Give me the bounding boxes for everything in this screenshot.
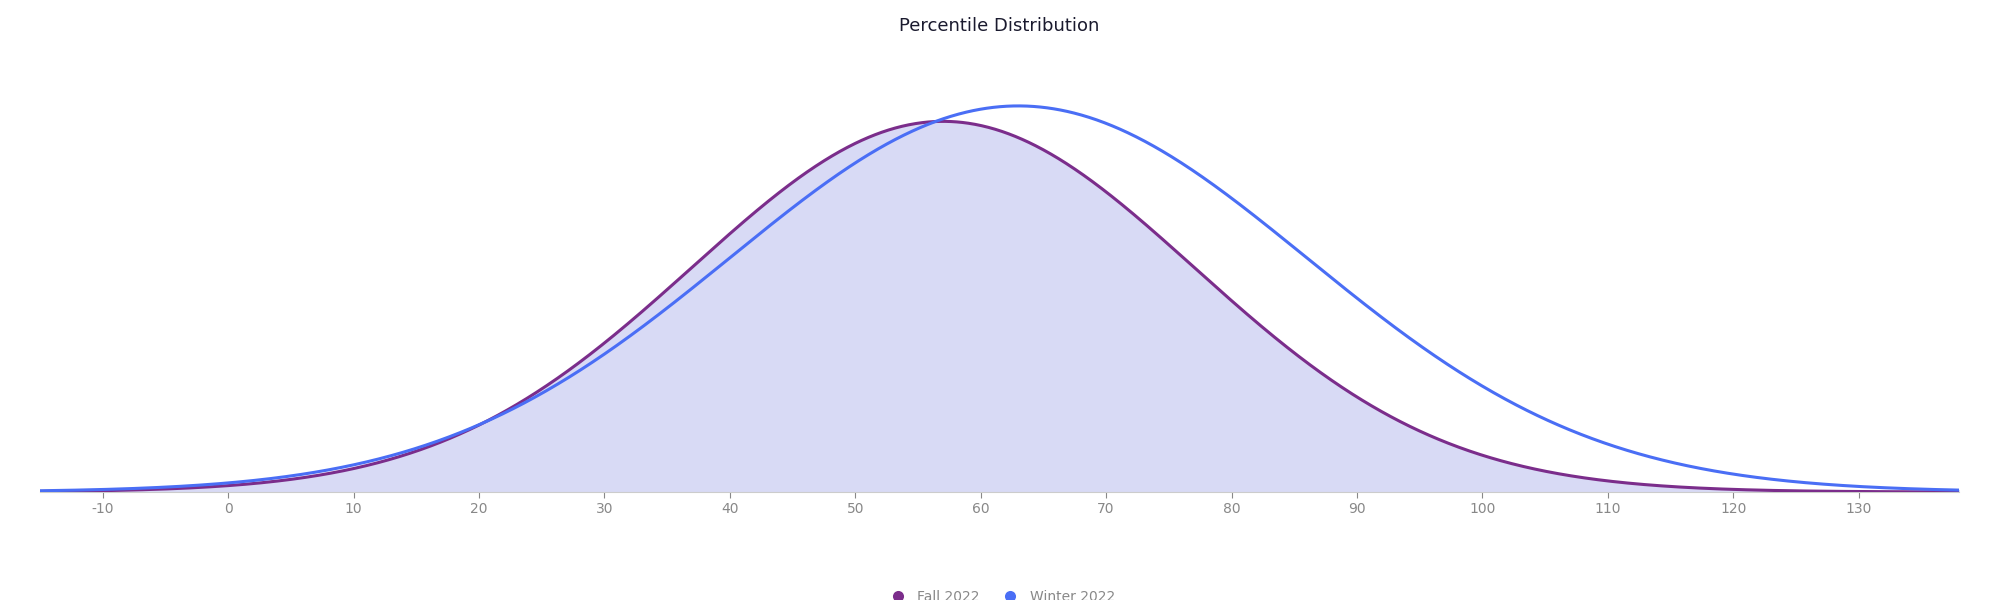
Title: Percentile Distribution: Percentile Distribution <box>899 17 1099 35</box>
Legend: Fall 2022, Winter 2022: Fall 2022, Winter 2022 <box>877 584 1121 600</box>
